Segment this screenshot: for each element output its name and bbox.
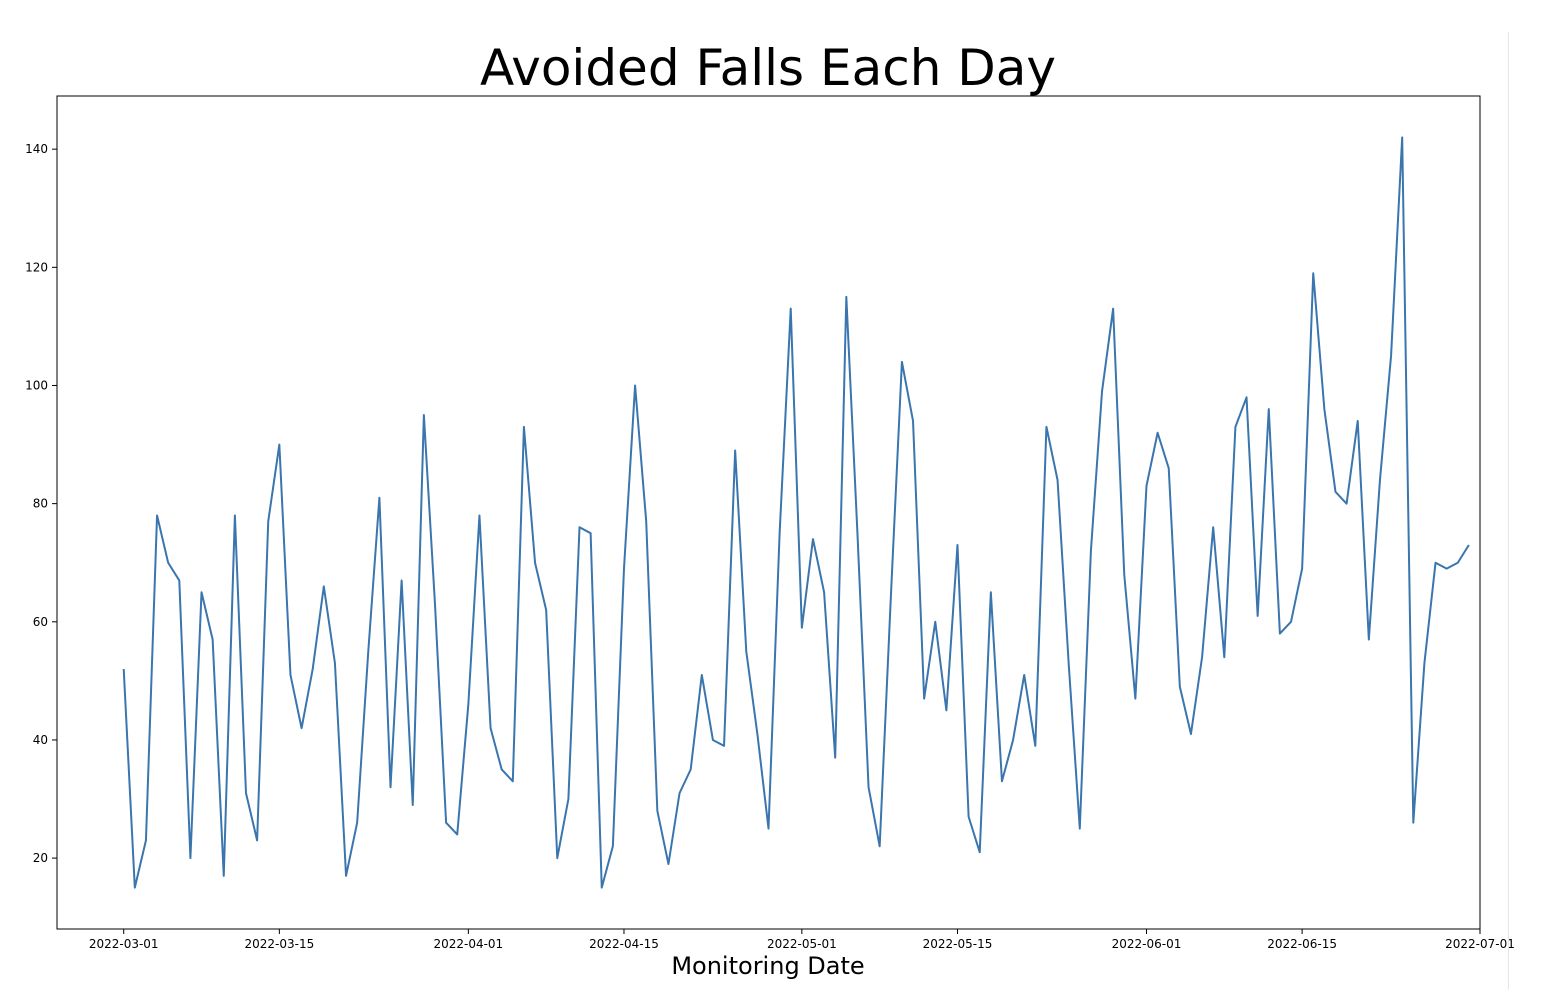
y-axis: 20 40 60 80 100 120 140 [25,142,57,865]
series-layer [122,136,1470,889]
x-tick-label: 2022-03-01 [89,937,159,951]
chart-title: Avoided Falls Each Day [480,39,1056,97]
y-tick-label: 40 [33,733,48,747]
y-tick-label: 80 [33,497,48,511]
x-tick-label: 2022-07-01 [1445,937,1515,951]
x-tick-label: 2022-04-15 [589,937,659,951]
y-tick-label: 140 [25,142,48,156]
x-tick-label: 2022-03-15 [244,937,314,951]
x-axis-label: Monitoring Date [671,952,864,980]
panel-divider [1508,32,1509,990]
x-tick-label: 2022-04-01 [433,937,503,951]
plot-frame [56,95,1481,930]
x-tick-label: 2022-06-01 [1112,937,1182,951]
x-axis: 2022-03-01 2022-03-15 2022-04-01 2022-04-15… [89,929,1515,951]
y-tick-label: 20 [33,851,48,865]
x-tick-label: 2022-05-15 [923,937,993,951]
y-tick-label: 60 [33,615,48,629]
x-tick-label: 2022-06-15 [1267,937,1337,951]
x-tick-label: 2022-05-01 [767,937,837,951]
y-tick-label: 100 [25,378,48,392]
y-tick-label: 120 [25,260,48,274]
series-line [122,136,1470,889]
